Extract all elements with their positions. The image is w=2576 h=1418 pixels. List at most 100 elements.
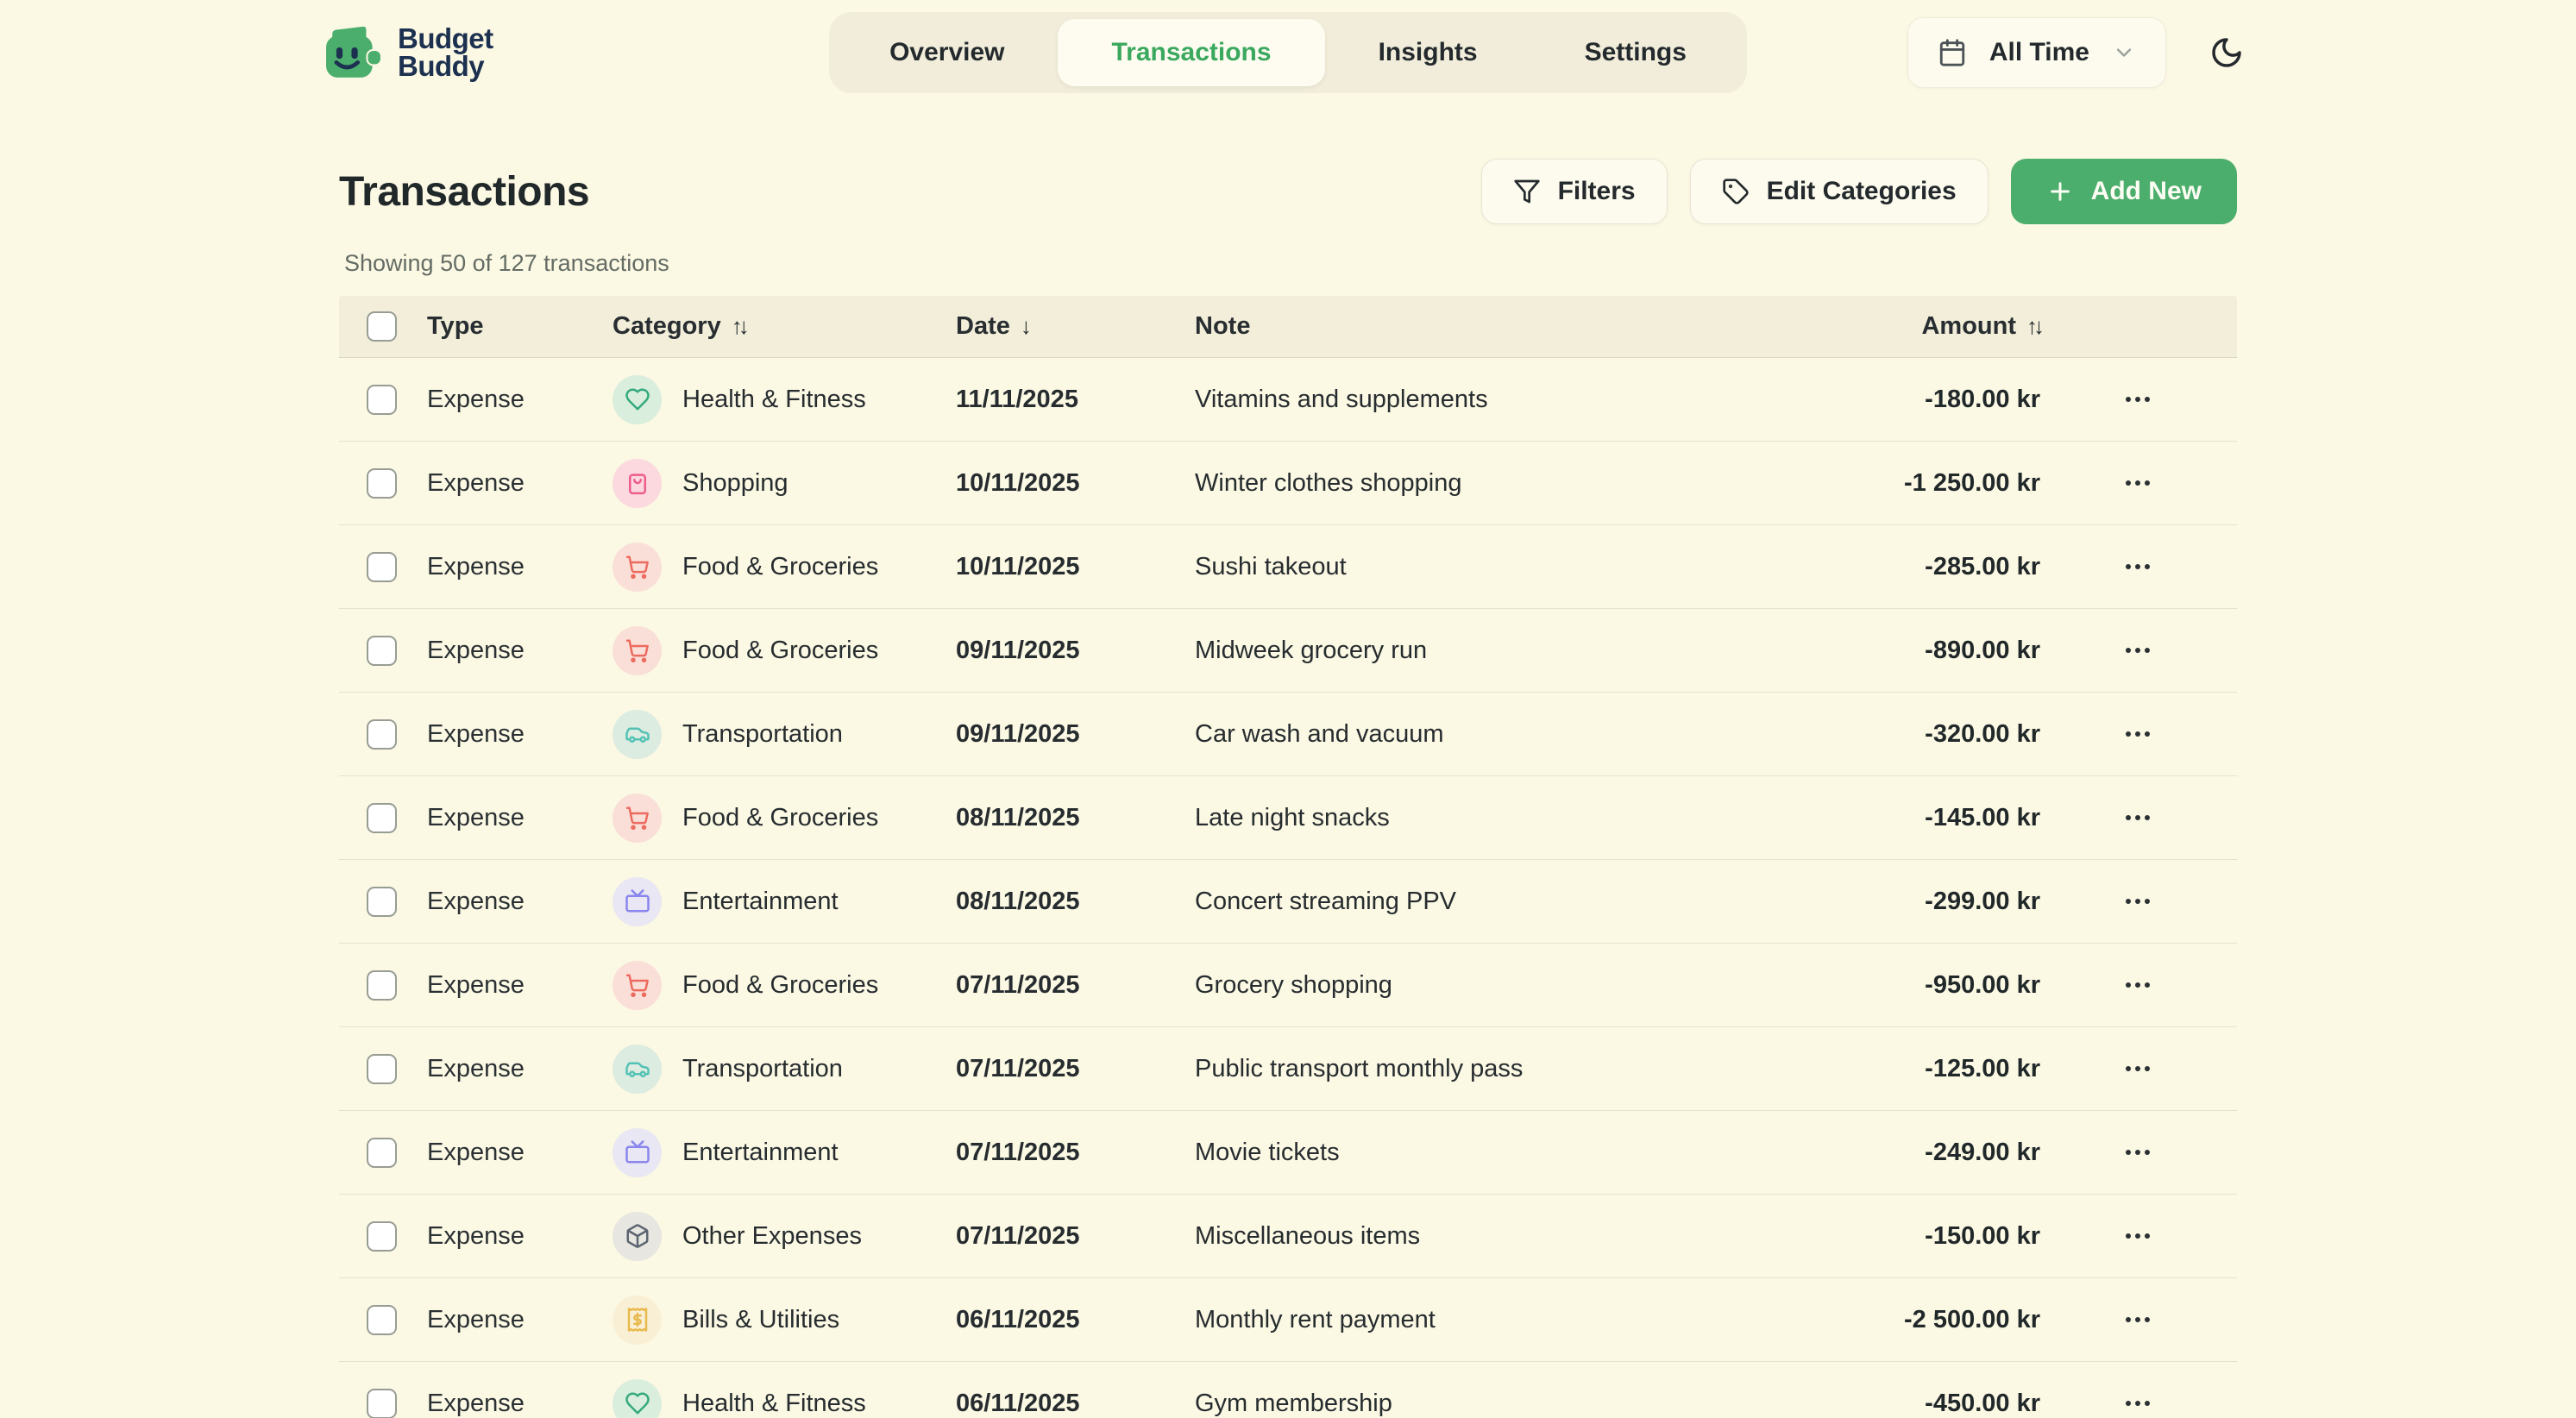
category-label: Other Expenses [682,1221,862,1250]
row-checkbox[interactable] [367,635,397,666]
row-checkbox[interactable] [367,1053,397,1084]
transaction-type: Expense [427,1138,525,1166]
row-checkbox[interactable] [367,1220,397,1252]
transaction-note: Gym membership [1195,1389,1392,1417]
transaction-note: Midweek grocery run [1195,636,1428,664]
column-header-note: Note [1195,312,1251,340]
transaction-note: Winter clothes shopping [1195,468,1462,497]
row-actions-menu-icon[interactable] [2108,963,2168,1007]
table-row: Expense Other Expenses 07/11/2025 Miscel… [339,1195,2237,1278]
select-all-checkbox[interactable] [367,311,397,342]
transaction-type: Expense [427,1389,525,1417]
transaction-date: 10/11/2025 [956,468,1080,497]
transaction-amount: -145.00 kr [1925,803,2040,831]
transaction-date: 09/11/2025 [956,636,1080,664]
category-label: Food & Groceries [682,636,879,664]
row-actions-menu-icon[interactable] [2108,378,2168,421]
transaction-amount: -890.00 kr [1925,636,2040,664]
brand-logo[interactable]: Budget Buddy [325,24,493,80]
row-actions-menu-icon[interactable] [2108,1382,2168,1418]
add-new-button[interactable]: Add New [2010,159,2237,224]
transaction-note: Vitamins and supplements [1195,385,1488,413]
row-checkbox[interactable] [367,1137,397,1168]
category-label: Entertainment [682,1138,839,1166]
transaction-amount: -150.00 kr [1925,1221,2040,1250]
column-header-amount[interactable]: Amount ↑↓ [1921,312,2045,340]
transaction-date: 07/11/2025 [956,1054,1080,1082]
category-label: Transportation [682,719,843,748]
table-row: Expense Food & Groceries 10/11/2025 Sush… [339,525,2237,609]
page-title: Transactions [339,168,590,215]
tab-transactions[interactable]: Transactions [1058,19,1325,86]
transaction-amount: -950.00 kr [1925,970,2040,999]
transaction-date: 09/11/2025 [956,719,1080,748]
table-row: Expense Health & Fitness 11/11/2025 Vita… [339,358,2237,442]
row-actions-menu-icon[interactable] [2108,1214,2168,1258]
row-actions-menu-icon[interactable] [2108,796,2168,839]
row-checkbox[interactable] [367,1388,397,1418]
transaction-note: Late night snacks [1195,803,1390,831]
filters-button[interactable]: Filters [1480,159,1668,224]
row-checkbox[interactable] [367,886,397,917]
chevron-down-icon [2116,48,2132,57]
dark-mode-toggle[interactable] [2202,28,2251,77]
category-label: Food & Groceries [682,970,879,999]
tab-settings[interactable]: Settings [1584,38,1687,66]
category-label: Transportation [682,1054,843,1082]
transaction-type: Expense [427,636,525,664]
moon-icon [2212,38,2241,67]
row-actions-menu-icon[interactable] [2108,461,2168,505]
row-actions-menu-icon[interactable] [2108,629,2168,672]
transaction-amount: -1 250.00 kr [1903,468,2040,497]
table-row: Expense Health & Fitness 06/11/2025 Gym … [339,1362,2237,1418]
column-header-date[interactable]: Date ↓ [956,312,1032,340]
row-checkbox[interactable] [367,384,397,415]
row-checkbox[interactable] [367,551,397,582]
category-label: Food & Groceries [682,803,879,831]
category-label: Health & Fitness [682,1389,866,1417]
transaction-type: Expense [427,887,525,915]
row-checkbox[interactable] [367,718,397,750]
row-actions-menu-icon[interactable] [2108,1131,2168,1174]
table-row: Expense Transportation 09/11/2025 Car wa… [339,693,2237,776]
transaction-date: 06/11/2025 [956,1389,1080,1417]
transaction-date: 08/11/2025 [956,803,1080,831]
add-new-label: Add New [2090,177,2202,205]
row-checkbox[interactable] [367,1304,397,1335]
tab-overview[interactable]: Overview [889,38,1005,66]
transaction-amount: -180.00 kr [1925,385,2040,413]
row-checkbox[interactable] [367,802,397,833]
table-body: Expense Health & Fitness 11/11/2025 Vita… [339,358,2237,1418]
table-row: Expense Bills & Utilities 06/11/2025 Mon… [339,1278,2237,1362]
transaction-date: 07/11/2025 [956,970,1080,999]
row-checkbox[interactable] [367,969,397,1001]
tv-icon [613,876,662,926]
transaction-type: Expense [427,385,525,413]
results-summary: Showing 50 of 127 transactions [344,250,669,276]
row-actions-menu-icon[interactable] [2108,1047,2168,1090]
column-header-category[interactable]: Category ↑↓ [613,312,750,340]
transaction-date: 06/11/2025 [956,1305,1080,1333]
transaction-type: Expense [427,1305,525,1333]
row-checkbox[interactable] [367,467,397,499]
row-actions-menu-icon[interactable] [2108,545,2168,588]
row-actions-menu-icon[interactable] [2108,712,2168,756]
edit-categories-button[interactable]: Edit Categories [1689,159,1989,224]
table-row: Expense Food & Groceries 09/11/2025 Midw… [339,609,2237,693]
tab-insights[interactable]: Insights [1378,38,1478,66]
row-actions-menu-icon[interactable] [2108,880,2168,923]
transaction-amount: -450.00 kr [1925,1389,2040,1417]
shopping-bag-icon [613,458,662,508]
transaction-date: 07/11/2025 [956,1221,1080,1250]
transaction-amount: -299.00 kr [1925,887,2040,915]
main-content: Transactions Filters Edit Categories A [339,159,2237,1418]
wallet-logo-icon [326,26,382,78]
table-header-row: Type Category ↑↓ Date ↓ Note Amount ↑↓ [339,296,2237,358]
row-actions-menu-icon[interactable] [2108,1298,2168,1341]
edit-categories-label: Edit Categories [1766,177,1957,205]
tv-icon [613,1127,662,1177]
time-range-select[interactable]: All Time [1907,17,2166,88]
package-icon [613,1211,662,1261]
transaction-date: 08/11/2025 [956,887,1080,915]
table-row: Expense Food & Groceries 07/11/2025 Groc… [339,944,2237,1027]
